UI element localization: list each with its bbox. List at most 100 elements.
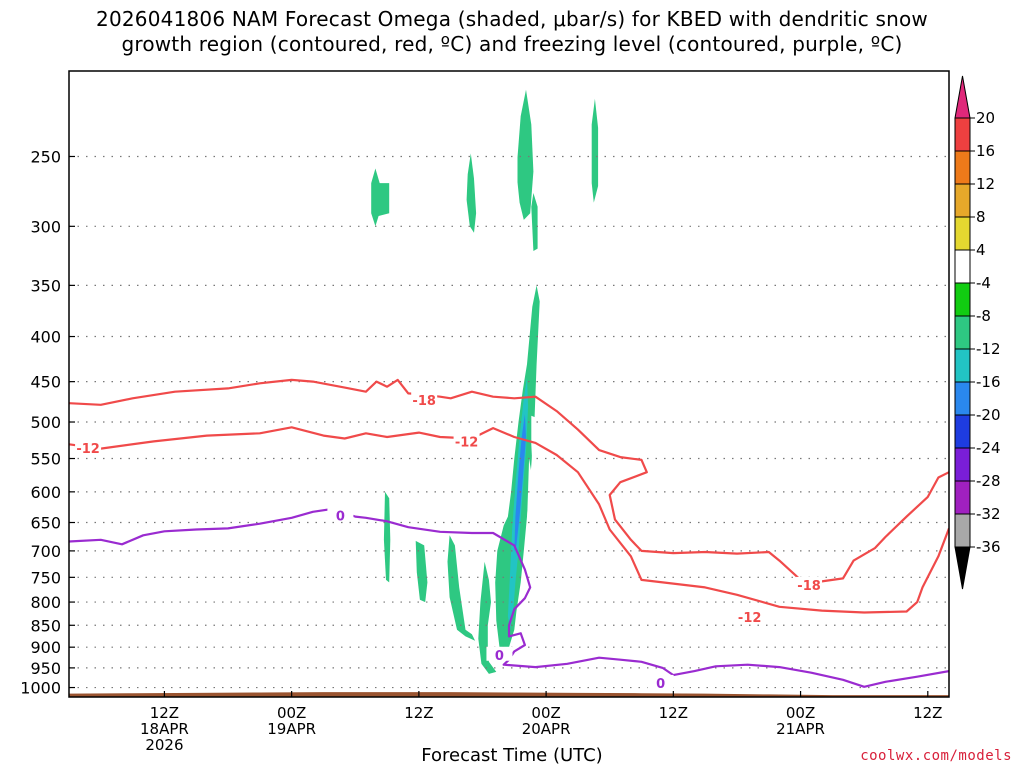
y-tick-label: 350 xyxy=(30,276,61,295)
colorbar-label: -28 xyxy=(976,472,1001,490)
x-tick-label: 00Z xyxy=(277,704,306,722)
omega-region xyxy=(414,326,423,395)
x-tick-label: 21APR xyxy=(776,720,825,738)
contour-label-bg xyxy=(736,609,763,624)
colorbar-label: -8 xyxy=(976,307,991,325)
freezing-level-contour xyxy=(69,507,949,688)
omega-region xyxy=(516,89,534,220)
omega-region xyxy=(591,98,599,203)
colorbar-segment xyxy=(954,381,971,416)
colorbar-segment xyxy=(954,183,971,218)
omega-region xyxy=(439,353,442,386)
colorbar-segment xyxy=(954,447,971,482)
y-tick-label: 650 xyxy=(30,514,61,533)
colorbar-label: -4 xyxy=(976,274,991,292)
contour-label: -12 xyxy=(76,442,100,457)
y-tick-label: 1000 xyxy=(20,679,61,698)
y-tick-label: 400 xyxy=(30,328,61,347)
colorbar-segment xyxy=(954,150,971,185)
colorbar-bottom-arrow xyxy=(954,546,971,590)
colorbar-label: 16 xyxy=(976,142,995,160)
site-credit[interactable]: coolwx.com/models xyxy=(860,748,1012,764)
omega-region xyxy=(688,606,698,627)
colorbar-label: 20 xyxy=(976,109,995,127)
colorbar-label: -20 xyxy=(976,406,1001,424)
contour-label: -18 xyxy=(412,394,436,409)
omega-region xyxy=(753,617,761,643)
y-tick-label: 800 xyxy=(30,593,61,612)
contour-lines xyxy=(69,378,949,688)
omega-region xyxy=(447,535,476,641)
colorbar-label: -16 xyxy=(976,373,1001,391)
x-tick-label: 12Z xyxy=(659,704,688,722)
contour-label: 0 xyxy=(656,677,665,692)
y-tick-label: 300 xyxy=(30,217,61,236)
x-tick-label: 2026 xyxy=(145,736,183,754)
omega-region xyxy=(415,540,428,603)
omega-region xyxy=(466,153,477,233)
colorbar-segment xyxy=(954,513,971,548)
omega-region xyxy=(531,193,538,251)
y-tick-label: 700 xyxy=(30,542,61,561)
x-axis-label: Forecast Time (UTC) xyxy=(421,745,603,766)
y-tick-label: 550 xyxy=(30,450,61,469)
x-tick-label: 12Z xyxy=(404,704,433,722)
omega-region xyxy=(383,491,391,583)
x-tick-label: 18APR xyxy=(140,720,189,738)
contour-label: 0 xyxy=(336,509,345,524)
colorbar-label: -24 xyxy=(976,439,1001,457)
colorbar-label: -36 xyxy=(976,538,1001,556)
contour-label-bg xyxy=(75,439,102,454)
dgz-contour xyxy=(69,426,949,614)
contour-label-bg xyxy=(411,391,438,406)
contour-label: -12 xyxy=(738,611,762,626)
colorbar-label: 4 xyxy=(976,241,986,259)
colorbar-segment xyxy=(954,315,971,350)
x-tick-label: 00Z xyxy=(531,704,560,722)
contour-label-bg xyxy=(453,433,480,448)
y-tick-label: 450 xyxy=(30,373,61,392)
omega-region xyxy=(478,561,497,674)
colorbar: 20 16 12 8 4 -4 -8 -12 -16 -20 -24 -28 -32 -36 xyxy=(954,75,1001,590)
chart-title-line-2: growth region (contoured, red, ºC) and f… xyxy=(121,32,903,56)
y-tick-label: 850 xyxy=(30,616,61,635)
y-axis-ticks: 250 300 350 400 450 500 550 600 650 700 750 800 850 9… xyxy=(20,147,75,698)
omega-region xyxy=(514,414,526,551)
colorbar-segment xyxy=(954,117,971,152)
chart-title-line-1: 2026041806 NAM Forecast Omega (shaded, μ… xyxy=(96,7,928,31)
x-tick-label: 12Z xyxy=(913,704,942,722)
colorbar-label: 8 xyxy=(976,208,986,226)
dgz-contour xyxy=(69,378,949,583)
colorbar-segment xyxy=(954,414,971,449)
contour-label: -12 xyxy=(455,435,479,450)
omega-region xyxy=(531,415,547,492)
x-tick-label: 20APR xyxy=(522,720,571,738)
colorbar-label: 12 xyxy=(976,175,995,193)
colorbar-top-arrow xyxy=(954,75,971,119)
contour-label-bg xyxy=(796,576,823,591)
colorbar-segment xyxy=(954,480,971,515)
colorbar-segment xyxy=(954,282,971,317)
y-tick-label: 500 xyxy=(30,413,61,432)
y-tick-label: 250 xyxy=(30,147,61,166)
omega-region xyxy=(616,320,631,429)
omega-region xyxy=(371,168,390,227)
y-tick-label: 950 xyxy=(30,659,61,678)
omega-region xyxy=(528,607,544,670)
x-tick-label: 00Z xyxy=(786,704,815,722)
contour-label-bg xyxy=(327,507,354,522)
colorbar-label: -12 xyxy=(976,340,1001,358)
x-tick-label: 19APR xyxy=(267,720,316,738)
x-tick-label: 12Z xyxy=(150,704,179,722)
colorbar-segment xyxy=(954,348,971,383)
y-tick-label: 750 xyxy=(30,568,61,587)
plot-frame xyxy=(68,70,950,698)
colorbar-segment xyxy=(954,249,971,284)
terrain-fill xyxy=(69,692,949,697)
y-tick-label: 600 xyxy=(30,483,61,502)
y-tick-label: 900 xyxy=(30,638,61,657)
contour-label: -18 xyxy=(797,579,821,594)
terrain xyxy=(69,692,949,697)
